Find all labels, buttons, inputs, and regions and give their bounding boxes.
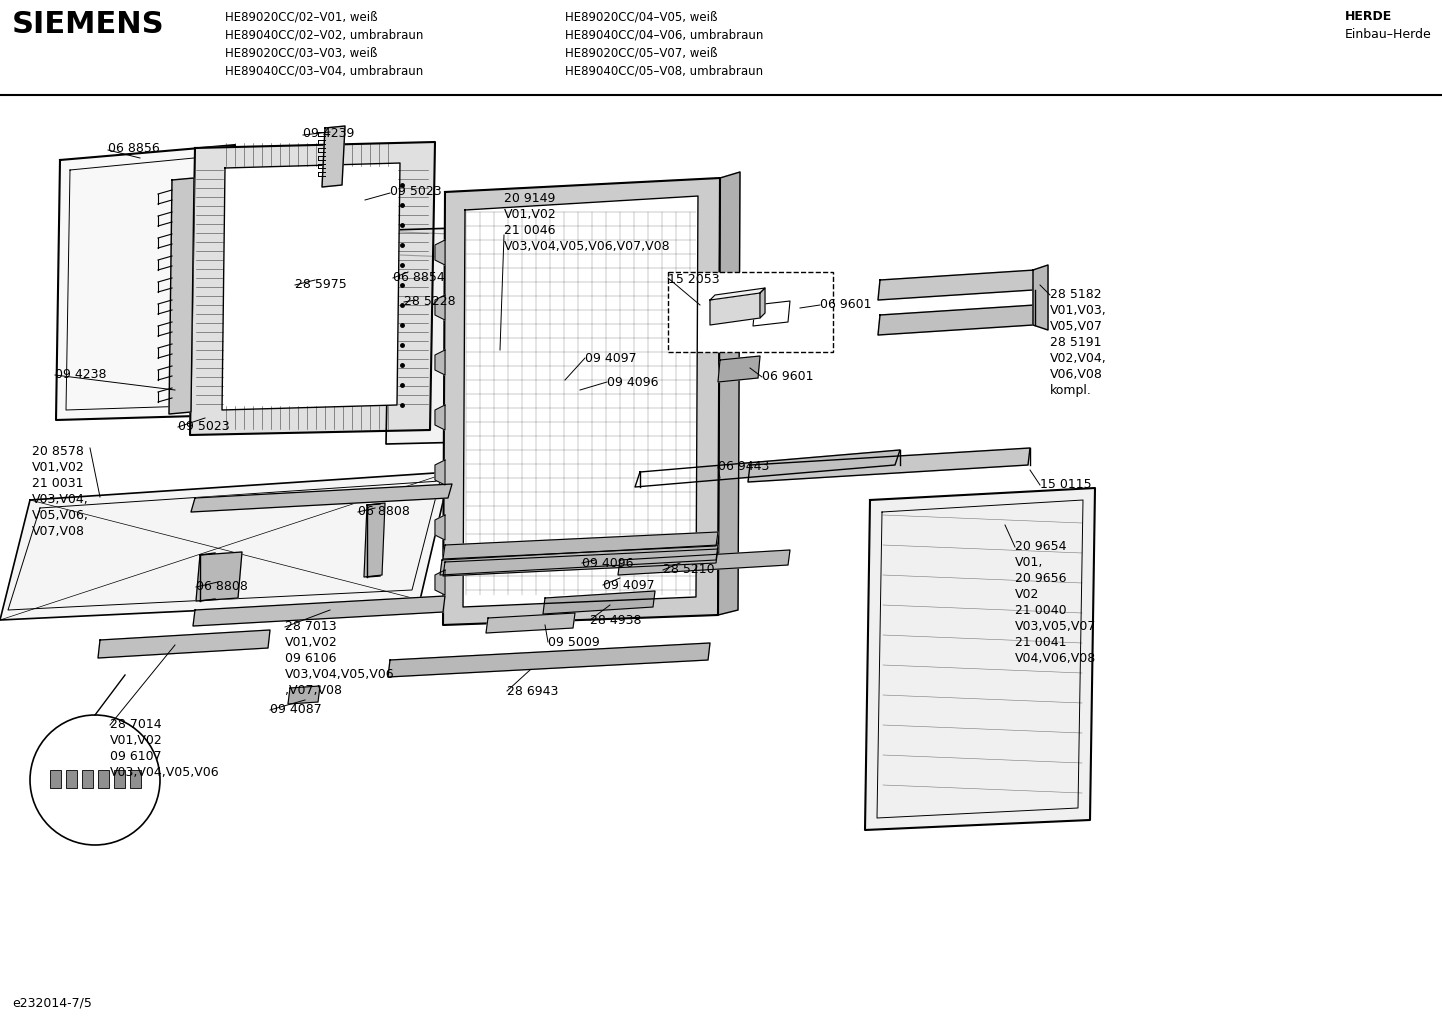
Text: 09 4238: 09 4238 — [55, 368, 107, 381]
Polygon shape — [56, 145, 235, 420]
Polygon shape — [760, 288, 766, 318]
Polygon shape — [386, 225, 559, 444]
Text: 28 5228: 28 5228 — [404, 294, 456, 308]
Polygon shape — [463, 196, 698, 607]
Text: 28 7013
V01,V02
09 6106
V03,V04,V05,V06
,V07,V08: 28 7013 V01,V02 09 6106 V03,V04,V05,V06 … — [286, 620, 395, 697]
Polygon shape — [98, 630, 270, 658]
Polygon shape — [709, 293, 760, 325]
Text: 28 6943: 28 6943 — [508, 685, 558, 698]
Polygon shape — [169, 178, 195, 414]
Polygon shape — [544, 591, 655, 614]
Polygon shape — [0, 472, 450, 620]
Polygon shape — [435, 570, 446, 595]
Polygon shape — [363, 503, 385, 577]
Text: 09 4096: 09 4096 — [607, 376, 659, 389]
Bar — [82, 770, 92, 788]
Text: HE89020CC/05–V07, weiß: HE89020CC/05–V07, weiß — [565, 46, 718, 59]
Polygon shape — [196, 552, 242, 601]
Text: 28 5210: 28 5210 — [663, 564, 715, 576]
Polygon shape — [435, 405, 446, 430]
Polygon shape — [435, 350, 446, 375]
Text: HE89040CC/05–V08, umbrabraun: HE89040CC/05–V08, umbrabraun — [565, 64, 763, 77]
Text: 28 7014
V01,V02
09 6107
V03,V04,V05,V06: 28 7014 V01,V02 09 6107 V03,V04,V05,V06 — [110, 718, 219, 779]
Polygon shape — [619, 550, 790, 575]
Polygon shape — [718, 172, 740, 615]
Polygon shape — [486, 613, 575, 633]
Polygon shape — [288, 686, 320, 704]
Polygon shape — [435, 294, 446, 320]
Polygon shape — [709, 288, 766, 300]
Text: 20 9149
V01,V02
21 0046
V03,V04,V05,V06,V07,V08: 20 9149 V01,V02 21 0046 V03,V04,V05,V06,… — [505, 192, 671, 253]
Text: 06 8808: 06 8808 — [358, 505, 410, 518]
Text: Einbau–Herde: Einbau–Herde — [1345, 28, 1432, 41]
Text: 09 4239: 09 4239 — [303, 127, 355, 140]
Bar — [50, 770, 61, 788]
Bar — [668, 272, 833, 352]
Text: 06 9601: 06 9601 — [820, 298, 871, 311]
Polygon shape — [435, 240, 446, 265]
Text: HE89020CC/03–V03, weiß: HE89020CC/03–V03, weiß — [225, 46, 378, 59]
Polygon shape — [634, 450, 900, 487]
Text: 20 8578
V01,V02
21 0031
V03,V04,
V05,V06,
V07,V08: 20 8578 V01,V02 21 0031 V03,V04, V05,V06… — [32, 445, 89, 538]
Text: 20 9654
V01,
20 9656
V02
21 0040
V03,V05,V07
21 0041
V04,V06,V08: 20 9654 V01, 20 9656 V02 21 0040 V03,V05… — [1015, 540, 1096, 665]
Polygon shape — [222, 163, 399, 410]
Bar — [130, 770, 141, 788]
Polygon shape — [190, 142, 435, 435]
Polygon shape — [440, 545, 718, 575]
Polygon shape — [190, 484, 451, 512]
Text: 28 5975: 28 5975 — [296, 278, 346, 291]
Polygon shape — [443, 178, 720, 625]
Polygon shape — [878, 270, 1035, 300]
Polygon shape — [865, 488, 1094, 830]
Text: 15 2053: 15 2053 — [668, 273, 720, 286]
Text: 09 4096: 09 4096 — [583, 557, 633, 570]
Polygon shape — [388, 643, 709, 677]
Bar — [66, 770, 76, 788]
Polygon shape — [748, 448, 1030, 482]
Text: HE89040CC/04–V06, umbrabraun: HE89040CC/04–V06, umbrabraun — [565, 28, 763, 41]
Text: HE89040CC/02–V02, umbrabraun: HE89040CC/02–V02, umbrabraun — [225, 28, 424, 41]
Text: 09 4087: 09 4087 — [270, 703, 322, 716]
Polygon shape — [1032, 265, 1048, 330]
Text: 06 8856: 06 8856 — [108, 142, 160, 155]
Text: 06 9601: 06 9601 — [761, 370, 813, 383]
Polygon shape — [878, 305, 1035, 335]
Text: 28 5182
V01,V03,
V05,V07
28 5191
V02,V04,
V06,V08
kompl.: 28 5182 V01,V03, V05,V07 28 5191 V02,V04… — [1050, 288, 1107, 397]
Text: 06 8808: 06 8808 — [196, 580, 248, 593]
Text: 09 5009: 09 5009 — [548, 636, 600, 649]
Polygon shape — [322, 126, 345, 187]
Text: e232014-7/5: e232014-7/5 — [12, 996, 92, 1009]
Text: 09 5023: 09 5023 — [177, 420, 229, 433]
Polygon shape — [435, 515, 446, 540]
Bar — [98, 770, 110, 788]
Text: 09 4097: 09 4097 — [585, 352, 636, 365]
Text: 09 5023: 09 5023 — [389, 185, 441, 198]
Text: 09 4097: 09 4097 — [603, 579, 655, 592]
Text: HE89040CC/03–V04, umbrabraun: HE89040CC/03–V04, umbrabraun — [225, 64, 424, 77]
Text: 06 8854: 06 8854 — [394, 271, 444, 284]
Text: HE89020CC/04–V05, weiß: HE89020CC/04–V05, weiß — [565, 10, 718, 23]
Polygon shape — [753, 301, 790, 326]
Polygon shape — [443, 532, 718, 559]
Polygon shape — [718, 356, 760, 382]
Text: SIEMENS: SIEMENS — [12, 10, 164, 39]
Polygon shape — [435, 460, 446, 485]
Polygon shape — [443, 549, 718, 576]
Text: 06 9443: 06 9443 — [718, 460, 770, 473]
Text: HERDE: HERDE — [1345, 10, 1392, 23]
Polygon shape — [193, 596, 446, 626]
Text: HE89020CC/02–V01, weiß: HE89020CC/02–V01, weiß — [225, 10, 378, 23]
Text: 28 4938: 28 4938 — [590, 614, 642, 627]
Bar — [114, 770, 125, 788]
Text: 15 0115: 15 0115 — [1040, 478, 1092, 491]
